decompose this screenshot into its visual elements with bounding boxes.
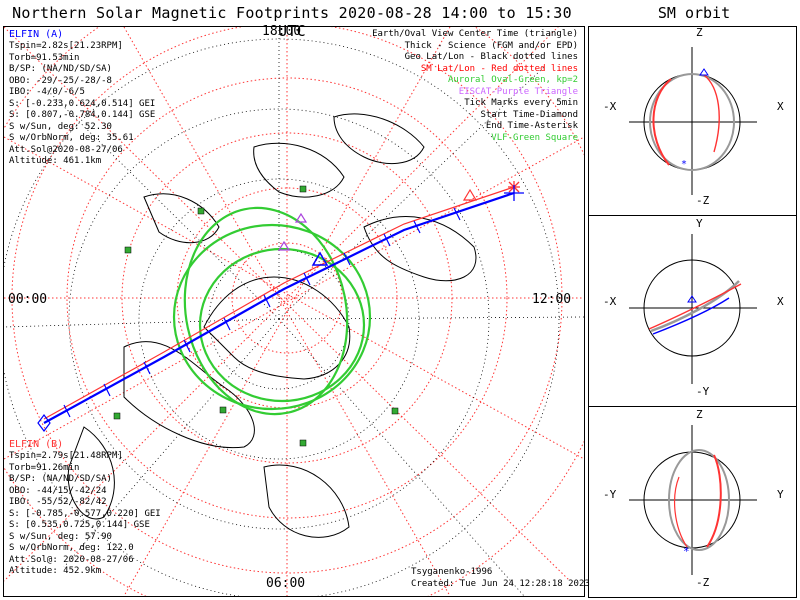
orbit-xy-right: X — [777, 295, 784, 308]
orbit-xz-left: -X — [603, 100, 617, 113]
elfin-b-info-line: Altitude: 452.9km — [9, 566, 102, 576]
orbit-yz-svg: * — [629, 425, 757, 575]
elfin-a-track — [43, 191, 515, 424]
elfin-a-info: Tspin=2.82s[21.23RPM] Torb=91.53min B/SP: … — [9, 41, 155, 168]
view-center-triangle-red — [462, 188, 478, 201]
orbit-yz-right: Y — [777, 488, 784, 501]
created-timestamp: Created: Tue Jun 24 12:28:18 2023 — [411, 579, 590, 589]
elfin-a-start-diamond — [37, 414, 51, 432]
footprint-map: 18:00 00:00 12:00 06:00 ELFIN (A) Tspin=… — [3, 24, 590, 597]
legend-item: Earth/Oval View Center Time (triangle) — [372, 29, 578, 39]
elfin-b-info-line: Att.Sol@: 2020-08-27/06 — [9, 554, 134, 565]
orbit-xz-right: X — [777, 100, 784, 113]
svg-text:*: * — [681, 159, 687, 170]
elfin-b-info-line: B/SP: (NA/ND/SD/SA) — [9, 474, 112, 484]
mlt-label-left: 00:00 — [8, 292, 48, 307]
legend-item: Thick - Science (FGM and/or EPD) — [404, 40, 578, 51]
orbit-yz-bottom: -Z — [696, 576, 710, 589]
elfin-a-info-line: B/SP: (NA/ND/SD/SA) — [9, 64, 112, 74]
elfin-b-info-line: Tspin=2.79s[21.48RPM] — [9, 451, 123, 461]
elfin-b-info-line: Torb=91.26min — [9, 462, 80, 473]
orbit-xy-svg — [629, 234, 757, 384]
elfin-a-info-line: S: [0.807,-0.784,0.144] GSE — [9, 110, 156, 120]
svg-text:*: * — [683, 545, 690, 558]
elfin-a-info-line: S w/Sun, deg: 52.30 — [9, 121, 112, 132]
elfin-b-info-line: S w/Sun, deg: 57.90 — [9, 531, 112, 542]
elfin-b-info-line: S: [0.535,0.725,0.144] GSE — [9, 520, 150, 530]
model-credit: Tsyganenko-1996 — [411, 567, 493, 577]
orbit-yz-left: -Y — [603, 488, 617, 501]
elfin-a-info-line: S: [-0.233,0.624,0.514] GEI — [9, 98, 156, 109]
map-svg — [4, 27, 584, 596]
view-center-triangle — [311, 251, 329, 266]
elfin-a-ticks — [63, 207, 461, 418]
legend-item: VLF-Green Square — [491, 132, 578, 143]
mlt-label-bottom: 06:00 — [266, 576, 306, 591]
elfin-a-info-line: Tspin=2.82s[21.23RPM] — [9, 41, 123, 51]
orbit-xy-top: Y — [696, 217, 703, 230]
elfin-a-info-line: OBO: -29/-25/-28/-8 — [9, 75, 112, 86]
vlf-stations — [113, 185, 399, 447]
legend-item: EISCAT-Purple Triangle — [458, 86, 578, 97]
legend-item: Auroral Oval-Green, kp=2 — [447, 75, 578, 85]
elfin-b-info: Tspin=2.79s[21.48RPM] Torb=91.26min B/SP: … — [9, 451, 161, 578]
orbit-xz-top: Z — [696, 26, 703, 39]
elfin-a-info-line: Altitude: 461.1km — [9, 156, 102, 166]
elfin-a-end-asterisk — [504, 185, 524, 201]
elfin-b-info-line: OBO: -44/15/-42/24 — [9, 485, 107, 496]
elfin-a-info-line: IBO: -4/0/-6/5 — [9, 87, 85, 97]
orbit-panel-yz: * Z -Z -Y Y — [588, 406, 797, 598]
auroral-oval — [172, 206, 372, 416]
legend-item: Start Time-Diamond — [480, 109, 578, 120]
elfin-a-info-line: S w/OrbNorm, deg: 35.61 — [9, 133, 134, 143]
orbit-panel-xz: * Z -Z -X X — [588, 26, 797, 216]
eiscat-marker — [277, 212, 308, 251]
elfin-b-track — [43, 186, 515, 420]
orbit-xz-bottom: -Z — [696, 194, 710, 207]
elfin-b-info-line: S w/OrbNorm, deg: 122.0 — [9, 543, 134, 553]
elfin-a-info-line: Torb=91.53min — [9, 52, 80, 63]
mlt-label-right: 12:00 — [532, 292, 572, 307]
legend-item: SM Lat/Lon - Red dotted lines — [420, 63, 578, 74]
legend-item: Tick Marks every 5min — [464, 98, 578, 108]
orbit-panel-xy: Y -Y -X X — [588, 215, 797, 407]
mlt-label-top: 18:00 — [262, 24, 302, 39]
elfin-a-title: ELFIN (A) — [9, 29, 64, 40]
orbit-title: SM orbit — [657, 4, 731, 22]
orbit-xy-bottom: -Y — [696, 385, 710, 398]
orbit-yz-top: Z — [696, 408, 703, 421]
orbit-xz-svg: * — [629, 47, 757, 195]
elfin-a-info-line: Att.Sol@2020-08-27/06 — [9, 144, 123, 155]
legend-item: End Time-Asterisk — [485, 121, 578, 131]
legend: Earth/Oval View Center Time (triangle) Th… — [372, 29, 578, 144]
elfin-b-info-line: S: [-0.785,-0.577,0.220] GEI — [9, 508, 161, 519]
legend-item: Geo Lat/Lon - Black dotted lines — [404, 52, 578, 62]
elfin-b-title: ELFIN (B) — [9, 439, 64, 450]
orbit-xy-left: -X — [603, 295, 617, 308]
sm-grid — [4, 27, 584, 596]
elfin-b-info-line: IBO: -55/52/-82/42 — [9, 497, 107, 507]
geo-grid — [4, 27, 584, 596]
